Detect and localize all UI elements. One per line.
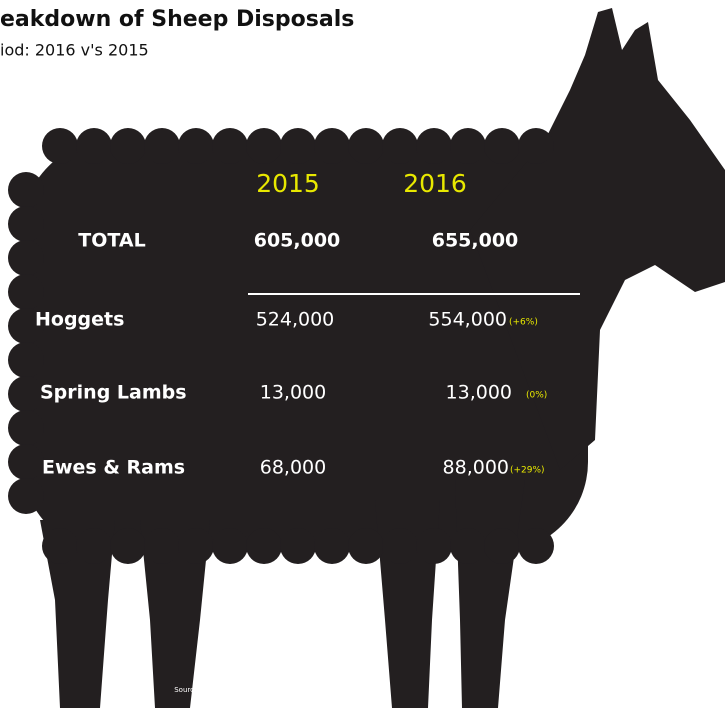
cell: 13,000 (260, 382, 326, 404)
wool (8, 274, 44, 310)
source-text: Source: DAFM wk ending 17 (174, 686, 272, 694)
cell: 68,000 (260, 457, 326, 479)
wool (348, 528, 384, 564)
wool (144, 528, 180, 564)
wool (484, 128, 520, 164)
change: (+29%) (510, 466, 545, 476)
wool (144, 128, 180, 164)
cell: 524,000 (256, 309, 335, 331)
wool (76, 128, 112, 164)
row-label: Hoggets (35, 309, 124, 331)
sheep-head (470, 8, 725, 470)
subtitle: iod: 2016 v's 2015 (0, 41, 149, 60)
wool (76, 528, 112, 564)
sheep-leg (455, 480, 525, 708)
column-header: 2016 (403, 169, 467, 198)
wool (110, 528, 146, 564)
wool (212, 128, 248, 164)
wool (8, 376, 44, 412)
wool (416, 528, 452, 564)
source-text: April 2016 (278, 686, 317, 694)
cell: 88,000 (443, 457, 509, 479)
title: eakdown of Sheep Disposals (0, 7, 354, 32)
wool (348, 128, 384, 164)
wool (8, 478, 44, 514)
wool (314, 528, 350, 564)
wool (8, 410, 44, 446)
cell: 554,000 (428, 309, 507, 331)
sheep-body (22, 140, 588, 552)
cell: 13,000 (446, 382, 512, 404)
wool (450, 528, 486, 564)
wool (416, 128, 452, 164)
wool (8, 172, 44, 208)
sheep-silhouette (8, 8, 725, 708)
wool (8, 444, 44, 480)
row-label: Ewes & Rams (42, 457, 185, 479)
row-label: TOTAL (78, 230, 145, 252)
wool (314, 128, 350, 164)
wool (518, 528, 554, 564)
wool (8, 342, 44, 378)
sheep-leg (40, 520, 115, 708)
source: Source: DAFM wk ending 17th April 2016 (174, 685, 316, 695)
wool (178, 128, 214, 164)
wool (484, 528, 520, 564)
wool (518, 128, 554, 164)
change: (0%) (526, 391, 547, 401)
wool (110, 128, 146, 164)
wool (382, 528, 418, 564)
wool (8, 206, 44, 242)
wool (42, 128, 78, 164)
wool (42, 528, 78, 564)
wool (246, 128, 282, 164)
change: (+6%) (509, 318, 538, 328)
wool (178, 528, 214, 564)
wool (246, 528, 282, 564)
wool (450, 128, 486, 164)
wool (8, 240, 44, 276)
column-header: 2015 (256, 169, 320, 198)
row-label: Spring Lambs (40, 382, 187, 404)
source-sup: th (272, 685, 277, 691)
sheep-leg (140, 520, 210, 708)
wool (280, 128, 316, 164)
wool (212, 528, 248, 564)
cell: 605,000 (254, 230, 341, 252)
wool (280, 528, 316, 564)
wool (382, 128, 418, 164)
cell: 655,000 (432, 230, 519, 252)
wool (8, 308, 44, 344)
